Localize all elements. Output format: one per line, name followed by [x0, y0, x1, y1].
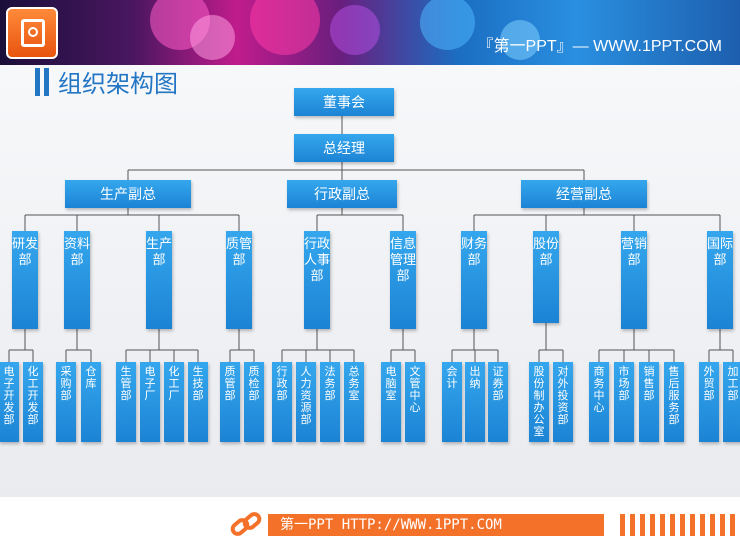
page-title: 组织架构图: [58, 70, 178, 98]
unit-box: 商务中心: [589, 362, 609, 442]
unit-box: 文管中心: [405, 362, 425, 442]
department-box: 营销部: [621, 231, 647, 329]
unit-box: 电子厂: [140, 362, 160, 442]
department-box: 生产部: [146, 231, 172, 329]
footer-url[interactable]: 第一PPT HTTP://WWW.1PPT.COM: [268, 514, 604, 536]
footer-stripes: [620, 514, 740, 536]
unit-box: 总务室: [344, 362, 364, 442]
unit-box: 会计: [442, 362, 462, 442]
unit-box: 质检部: [244, 362, 264, 442]
bokeh-decoration: [330, 5, 380, 55]
unit-box: 销售部: [639, 362, 659, 442]
unit-box: 生管部: [116, 362, 136, 442]
unit-box: 采购部: [56, 362, 76, 442]
unit-box: 外贸部: [699, 362, 719, 442]
department-box: 财务部: [461, 231, 487, 329]
unit-box: 加工部: [723, 362, 740, 442]
vp-box: 行政副总: [287, 180, 397, 208]
unit-box: 电脑室: [381, 362, 401, 442]
title-accent: [35, 68, 40, 96]
department-box: 质管部: [226, 231, 252, 329]
presentation-icon: [6, 7, 58, 59]
unit-box: 质管部: [220, 362, 240, 442]
unit-box: 人力资源部: [296, 362, 316, 442]
department-box: 资料部: [64, 231, 90, 329]
bokeh-decoration: [190, 15, 235, 60]
title-accent: [44, 68, 49, 96]
site-title: 『第一PPT』— WWW.1PPT.COM: [477, 38, 722, 55]
vp-box: 经营副总: [521, 180, 647, 208]
department-box: 股份部: [533, 231, 559, 323]
unit-box: 化工厂: [164, 362, 184, 442]
department-box: 行政人事部: [304, 231, 330, 329]
bokeh-decoration: [500, 20, 540, 60]
department-box: 国际部: [707, 231, 733, 329]
bokeh-decoration: [420, 0, 475, 50]
unit-box: 法务部: [320, 362, 340, 442]
board-box: 董事会: [294, 88, 394, 116]
link-icon: [230, 512, 262, 536]
vp-box: 生产副总: [65, 180, 191, 208]
unit-box: 生技部: [188, 362, 208, 442]
department-box: 信息管理部: [390, 231, 416, 329]
unit-box: 化工开发部: [23, 362, 43, 442]
unit-box: 售后服务部: [664, 362, 684, 442]
unit-box: 证券部: [488, 362, 508, 442]
unit-box: 电子开发部: [0, 362, 19, 442]
unit-box: 出纳: [465, 362, 485, 442]
unit-box: 行政部: [272, 362, 292, 442]
unit-box: 对外投资部: [553, 362, 573, 442]
unit-box: 市场部: [614, 362, 634, 442]
general-manager-box: 总经理: [294, 134, 394, 162]
department-box: 研发部: [12, 231, 38, 329]
bokeh-decoration: [250, 0, 320, 55]
unit-box: 股份制办公室: [529, 362, 549, 442]
unit-box: 仓库: [81, 362, 101, 442]
header-banner: 『第一PPT』— WWW.1PPT.COM: [0, 0, 740, 65]
